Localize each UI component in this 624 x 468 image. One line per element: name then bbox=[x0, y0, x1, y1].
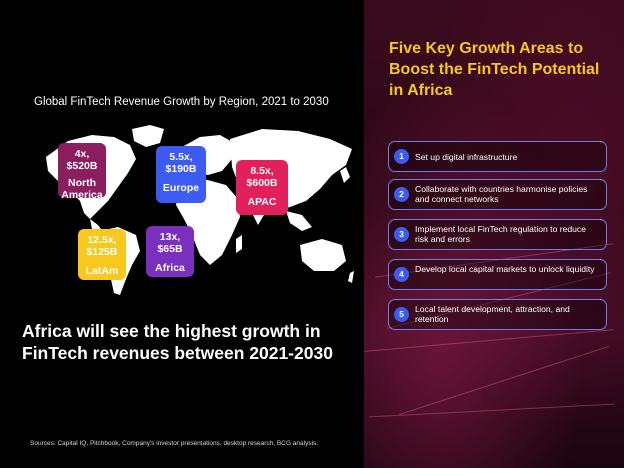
map-title: Global FinTech Revenue Growth by Region,… bbox=[34, 96, 329, 108]
item-text: Collaborate with countries harmonise pol… bbox=[415, 184, 588, 204]
item-number-badge: 5 bbox=[394, 307, 409, 322]
item-text: Implement local FinTech regulation to re… bbox=[415, 224, 587, 244]
badge-africa: 13x, $65B Africa bbox=[146, 226, 194, 277]
item-number-badge: 4 bbox=[394, 267, 409, 282]
item-number-badge: 3 bbox=[394, 227, 409, 242]
badge-growth: 4x, bbox=[74, 148, 90, 160]
badge-growth: 5.5x, bbox=[169, 151, 193, 163]
growth-area-item: 3 Implement local FinTech regulation to … bbox=[388, 219, 607, 250]
growth-area-item: 4 Develop local capital markets to unloc… bbox=[388, 259, 607, 290]
map-australia bbox=[300, 239, 346, 271]
badge-revenue: $520B bbox=[66, 160, 98, 172]
badge-revenue: $65B bbox=[157, 243, 183, 255]
badge-region: APAC bbox=[247, 196, 277, 208]
badge-region: North America bbox=[61, 177, 103, 201]
headline: Africa will see the highest growth in Fi… bbox=[22, 321, 333, 363]
badge-growth: 12.5x, bbox=[87, 234, 117, 246]
item-number-badge: 2 bbox=[394, 187, 409, 202]
badge-europe: 5.5x, $190B Europe bbox=[156, 146, 206, 203]
badge-region: LatAm bbox=[85, 265, 119, 277]
map-madagascar bbox=[236, 235, 242, 253]
item-number-badge: 1 bbox=[394, 149, 409, 164]
sources-footnote: Sources: Capital IQ, Pitchbook, Company'… bbox=[30, 440, 319, 447]
map-new-zealand bbox=[348, 271, 354, 283]
badge-revenue: $125B bbox=[86, 246, 118, 258]
growth-area-item: 2 Collaborate with countries harmonise p… bbox=[388, 179, 607, 210]
badge-region: Africa bbox=[155, 262, 185, 274]
badge-latam: 12.5x, $125B LatAm bbox=[78, 229, 126, 280]
badge-north-america: 4x, $520B North America bbox=[58, 143, 106, 201]
badge-revenue: $600B bbox=[246, 177, 278, 189]
map-japan bbox=[340, 167, 350, 183]
item-text: Develop local capital markets to unlock … bbox=[415, 264, 595, 274]
badge-growth: 13x, bbox=[159, 231, 181, 243]
badge-apac: 8.5x, $600B APAC bbox=[236, 160, 288, 215]
growth-area-item: 5 Local talent development, attraction, … bbox=[388, 299, 607, 330]
badge-region: Europe bbox=[162, 182, 200, 194]
map-southeast-asia bbox=[286, 211, 312, 231]
item-text: Local talent development, attraction, an… bbox=[415, 304, 570, 324]
map-greenland bbox=[132, 125, 164, 147]
badge-revenue: $190B bbox=[165, 163, 197, 175]
growth-areas-title: Five Key Growth Areas to Boost the FinTe… bbox=[389, 40, 600, 99]
item-text: Set up digital infrastructure bbox=[415, 152, 518, 162]
badge-growth: 8.5x, bbox=[250, 165, 274, 177]
growth-area-item: 1 Set up digital infrastructure bbox=[388, 141, 607, 172]
